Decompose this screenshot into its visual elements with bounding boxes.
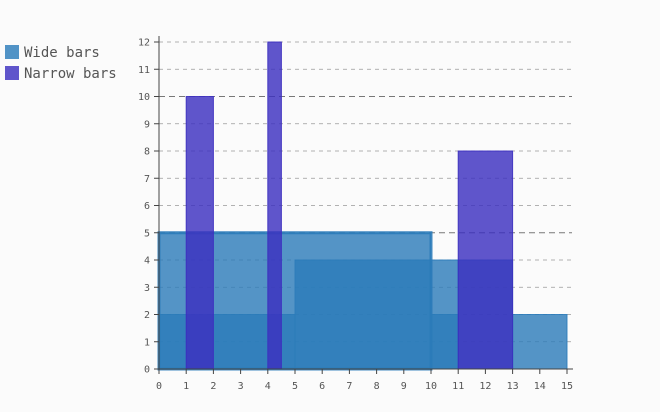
bar-narrow-2 <box>457 150 514 370</box>
x-tick-label: 7 <box>346 381 352 392</box>
bar-wide-2 <box>294 259 432 370</box>
legend-swatch-narrow-bars <box>5 66 19 80</box>
y-tick-label: 7 <box>144 174 150 185</box>
y-tick-label: 8 <box>144 147 150 158</box>
y-tick-label: 0 <box>144 365 150 376</box>
y-tick-label: 5 <box>144 228 150 239</box>
x-tick-label: 4 <box>265 381 271 392</box>
bar-narrow-1 <box>267 41 282 370</box>
legend-swatch-wide-bars <box>5 45 19 59</box>
bar-narrow-0 <box>185 96 214 370</box>
axes <box>154 36 573 370</box>
x-tick-label: 10 <box>425 381 437 392</box>
legend-label-wide-bars: Wide bars <box>24 45 100 61</box>
y-tick-label: 11 <box>138 65 150 76</box>
legend-label-narrow-bars: Narrow bars <box>24 66 117 82</box>
y-tick-label: 12 <box>138 38 150 49</box>
y-tick-label: 2 <box>144 310 150 321</box>
y-tick-label: 9 <box>144 119 150 130</box>
x-tick-label: 13 <box>507 381 519 392</box>
y-tick-label: 10 <box>138 92 150 103</box>
y-tick-label: 4 <box>144 256 150 267</box>
x-tick-label: 2 <box>210 381 216 392</box>
narrow-bars-series <box>185 41 514 370</box>
x-tick-label: 15 <box>561 381 573 392</box>
bar-wide-6 <box>512 314 568 370</box>
y-tick-label: 3 <box>144 283 150 294</box>
x-tick-label: 14 <box>534 381 546 392</box>
x-tick-label: 11 <box>452 381 464 392</box>
x-tick-label: 3 <box>238 381 244 392</box>
y-tick-label: 1 <box>144 337 150 348</box>
x-tick-label: 8 <box>374 381 380 392</box>
x-tick-label: 0 <box>156 381 162 392</box>
x-tick-label: 12 <box>479 381 491 392</box>
legend: Wide bars Narrow bars <box>5 45 117 82</box>
x-tick-label: 5 <box>292 381 298 392</box>
x-tick-label: 9 <box>401 381 407 392</box>
bar-wide-4 <box>430 314 459 370</box>
x-tick-label: 6 <box>319 381 325 392</box>
x-tick-label: 1 <box>183 381 189 392</box>
x-axis-ticks: 0 1 2 3 4 5 6 7 8 9 10 11 12 13 14 15 <box>156 369 573 392</box>
y-tick-label: 6 <box>144 201 150 212</box>
